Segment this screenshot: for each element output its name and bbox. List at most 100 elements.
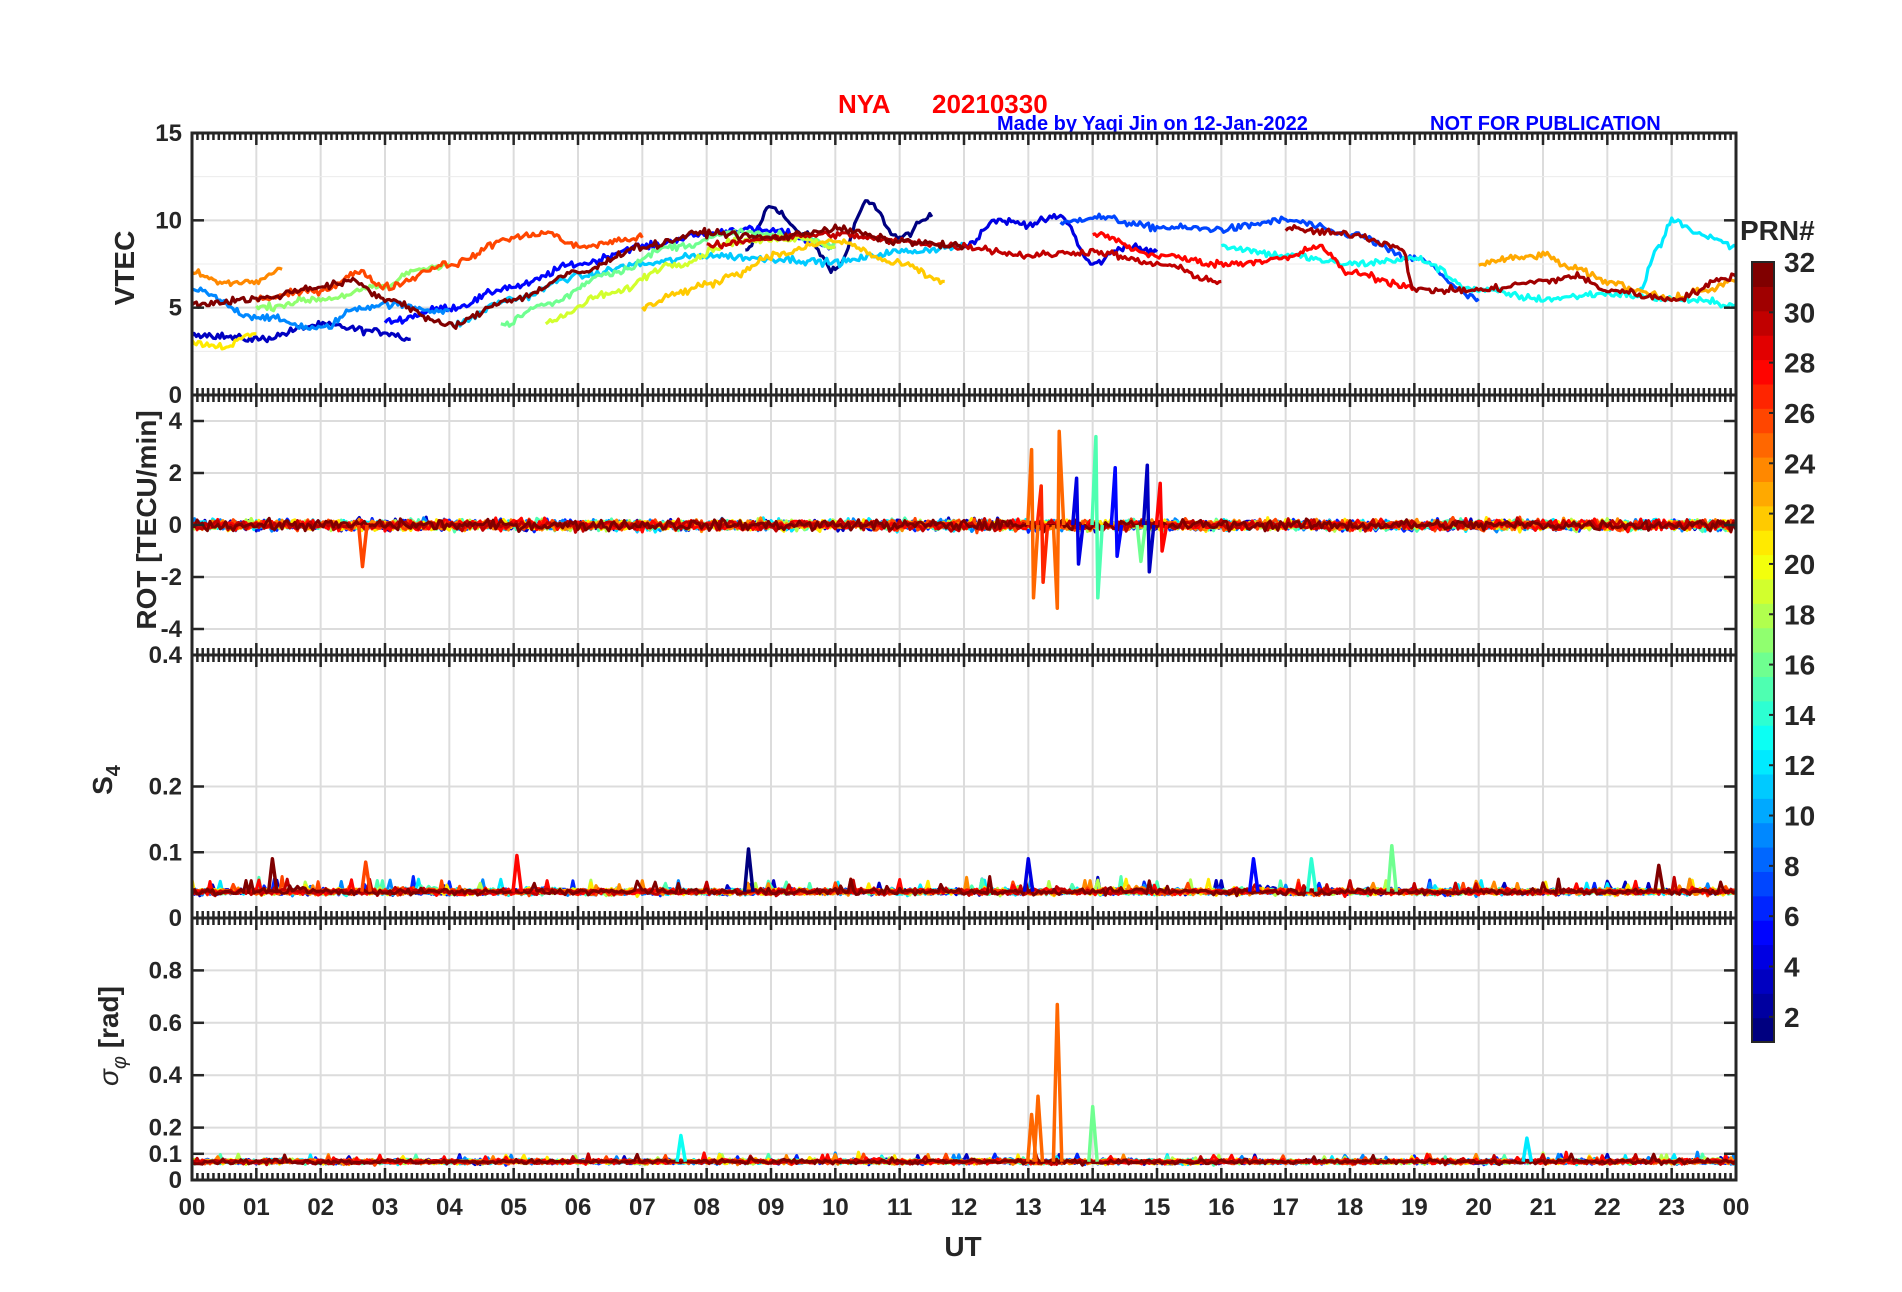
vtec-series-prn-21 (192, 332, 257, 351)
colorbar-bin (1752, 383, 1774, 409)
sigma_phi-grid (192, 918, 1736, 1180)
s4-y-tick-label: 0.2 (149, 774, 182, 801)
colorbar-bin (1752, 895, 1774, 921)
x-tick-label: 12 (951, 1194, 978, 1221)
rot-event-prn-27 (1035, 484, 1050, 584)
panel-vtec: 0 5 10 15 (155, 120, 1738, 409)
rot-event-prn-5 (1109, 466, 1124, 558)
colorbar-tick-label: 8 (1784, 851, 1800, 882)
sigma_phi-event-prn-25 (1051, 1002, 1064, 1162)
colorbar-tick-label: 22 (1784, 499, 1815, 530)
x-tick-label: 17 (1272, 1194, 1299, 1221)
colorbar-tick-label: 6 (1784, 901, 1800, 932)
sigma_phi-y-tick-label: 0.8 (149, 957, 182, 984)
colorbar-tick-label: 26 (1784, 398, 1815, 429)
s4-y-tick-label: 0.1 (149, 839, 182, 866)
colorbar-tick-label: 24 (1784, 448, 1816, 479)
svg-text:σφ [rad]: σφ [rad] (93, 986, 131, 1086)
sigma_phi-y-tick-label: 0 (169, 1167, 182, 1194)
x-tick-label: 19 (1401, 1194, 1428, 1221)
x-tick-label: 09 (758, 1194, 785, 1221)
colorbar-bin (1752, 530, 1774, 556)
colorbar-bin (1752, 652, 1774, 677)
colorbar-bin (1752, 993, 1774, 1019)
s4-event-prn-28 (511, 853, 524, 892)
colorbar-bin (1752, 578, 1774, 604)
s4-event-prn-32 (266, 857, 279, 892)
sigma_phi-x-tick-marks (190, 918, 1738, 1180)
rot-y-tick-label: 2 (169, 460, 182, 487)
s4-event-prn-26 (360, 860, 372, 892)
x-tick-label: 14 (1079, 1194, 1106, 1221)
colorbar-bin (1752, 505, 1774, 531)
x-tick-label: 01 (243, 1194, 270, 1221)
x-tick-label: 07 (629, 1194, 656, 1221)
title-station: NYA (838, 89, 891, 119)
sigma_phi-y-tick-label: 0.1 (149, 1141, 182, 1168)
vtec-y-tick-label: 5 (169, 295, 182, 322)
colorbar-bin (1752, 676, 1774, 702)
s4-y-tick-label: 0 (169, 905, 182, 932)
x-tick-label: 21 (1530, 1194, 1557, 1221)
vtec-y-tick-label: 15 (155, 120, 182, 147)
x-tick-label: 11 (887, 1194, 912, 1221)
colorbar-tick-label: 16 (1784, 650, 1815, 681)
s4-event-prn-16 (1386, 843, 1399, 892)
vtec-series-prn-12 (1638, 216, 1736, 292)
title-date: 20210330 (932, 89, 1048, 119)
colorbar-tick-label: 4 (1784, 952, 1800, 983)
x-tick-labels: 00 01 02 03 04 05 06 07 08 09 10 11 12 13 14 15 16 17 18 19… (179, 1194, 1750, 1221)
vtec-series-prn-26 (255, 230, 644, 303)
x-tick-label: 06 (565, 1194, 592, 1221)
vtec-x-tick-marks (190, 133, 1738, 395)
rot-event-prn-3 (1141, 463, 1156, 574)
colorbar-bin (1752, 725, 1774, 751)
sigma_phi-series (192, 1002, 1736, 1167)
x-tick-label: 20 (1465, 1194, 1492, 1221)
s4-event-prn-5 (1247, 857, 1260, 892)
rot-event-prn-25 (1025, 447, 1040, 600)
colorbar-tick-label: 12 (1784, 750, 1815, 781)
colorbar-bin (1752, 335, 1774, 361)
ylabel-sigma-phi: σφ [rad] (93, 986, 131, 1086)
rot-event-prn-25 (1051, 429, 1066, 610)
sigma_phi-y-tick-label: 0.6 (149, 1010, 182, 1037)
colorbar-tick-label: 20 (1784, 549, 1815, 580)
rot-x-tick-marks (190, 395, 1738, 655)
s4-grid (192, 655, 1736, 918)
colorbar-bin (1752, 798, 1774, 824)
colorbar-tick-label: 28 (1784, 348, 1815, 379)
rot-event-prn-15 (1090, 434, 1105, 600)
colorbar-tick-label: 30 (1784, 297, 1815, 328)
colorbar-bin (1752, 822, 1774, 848)
colorbar-bin (1752, 944, 1774, 970)
rot-y-tick-label: 4 (169, 408, 183, 435)
notice-text: NOT FOR PUBLICATION (1430, 113, 1661, 135)
rot-event-prn-4 (1070, 476, 1085, 566)
rot-event-prn-16 (1135, 524, 1148, 564)
s4-y-tick-label: 0.4 (149, 642, 183, 669)
x-tick-label: 00 (1723, 1194, 1750, 1221)
xlabel-ut: UT (944, 1231, 981, 1262)
colorbar-bin (1752, 773, 1774, 799)
rot-event-prn-26 (356, 524, 369, 569)
colorbar-bin (1752, 262, 1774, 287)
s4-event-prn-1 (742, 847, 755, 892)
ylabel-vtec: VTEC (109, 231, 140, 306)
vtec-series-prn-24 (192, 266, 283, 287)
colorbar-bin (1752, 847, 1774, 872)
rot-y-tick-label: 0 (169, 512, 182, 539)
x-tick-label: 10 (822, 1194, 849, 1221)
colorbar-bin (1752, 968, 1774, 994)
x-tick-label: 18 (1337, 1194, 1364, 1221)
vtec-series-prn-28 (1092, 231, 1416, 292)
vtec-y-tick-label: 10 (155, 207, 182, 234)
vtec-series-prn-32 (192, 223, 966, 330)
x-tick-label: 03 (372, 1194, 399, 1221)
sigma_phi-event-prn-25 (1032, 1094, 1045, 1162)
colorbar-tick-label: 32 (1784, 247, 1815, 278)
colorbar-bin (1752, 310, 1774, 336)
vtec-series (192, 199, 1736, 351)
colorbar-tick-label: 18 (1784, 599, 1815, 630)
